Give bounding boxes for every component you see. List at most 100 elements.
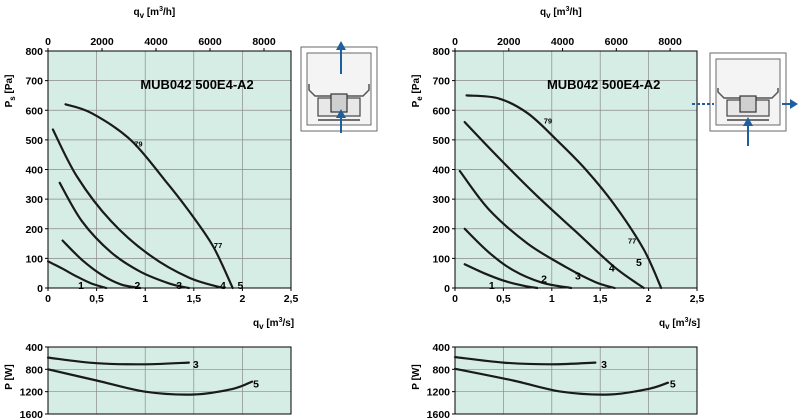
top-tick-label: 8000 (658, 36, 682, 48)
chart-title: MUB042 500E4-A2 (547, 77, 660, 92)
x-tick-label: 2,5 (284, 293, 299, 305)
fan-housing-inlet-outlet-icon (300, 41, 378, 133)
curve-annotation: 2 (541, 274, 547, 286)
fan-housing-side-outlet-icon (692, 52, 798, 146)
y-tick-label: 1600 (427, 409, 451, 420)
chart-1: 0 100 200 300 400 500 600 700 800 Ps [Pa] 0 0,5 1 1,5… (4, 6, 298, 331)
y-tick-label: 1600 (20, 409, 44, 420)
chart-2: 400 800 1200 1600 P [W] 3 5 (4, 342, 292, 420)
x-tick-label: 2 (646, 293, 652, 305)
y-tick-label: 800 (432, 364, 450, 376)
series-line-2 (463, 227, 573, 290)
top-tick-label: 2000 (90, 36, 114, 48)
y-axis-label: Ps [Pa] (4, 75, 17, 108)
y-tick-label: 300 (25, 194, 43, 206)
top-axis-label: qv [m3/h] (540, 6, 582, 20)
series-line-5 (465, 94, 663, 290)
curve-annotation: 4 (220, 280, 226, 292)
y-tick-label: 800 (25, 364, 43, 376)
y-axis-label: P [W] (4, 364, 15, 389)
curve-annotation: 5 (670, 378, 676, 390)
y-tick-label: 1200 (427, 387, 451, 399)
series-line-4 (463, 121, 645, 290)
y-tick-label: 600 (432, 105, 450, 117)
x-tick-label: 0 (452, 293, 458, 305)
curve-annotation: 3 (575, 271, 581, 283)
x-tick-label: 1 (142, 293, 148, 305)
x-tick-label: 1,5 (593, 293, 608, 305)
x-tick-label: 1 (549, 293, 555, 305)
series-line-4 (51, 128, 225, 290)
y-tick-label: 1200 (20, 387, 44, 399)
plot-frame (47, 346, 292, 415)
series-line-3 (46, 356, 190, 366)
top-tick-label: 8000 (252, 36, 276, 48)
curve-annotation: 5 (636, 257, 642, 269)
top-tick-label: 0 (452, 36, 458, 48)
top-tick-label: 4000 (144, 36, 168, 48)
curve-annotation: 77 (214, 241, 222, 250)
curve-annotation: 3 (176, 280, 182, 292)
y-tick-label: 0 (444, 283, 450, 295)
series-line-3 (458, 169, 616, 290)
series-line-2 (61, 239, 142, 290)
x-axis-label: qv [m3/s] (253, 317, 294, 331)
x-tick-label: 0,5 (496, 293, 511, 305)
airflow-arrow-icon (692, 99, 798, 109)
series-line-5 (64, 103, 234, 290)
chart-4: 400 800 1200 1600 P [W] 3 5 (411, 342, 698, 420)
y-tick-label: 300 (432, 194, 450, 206)
top-tick-label: 4000 (551, 36, 575, 48)
curve-annotation: 5 (253, 378, 259, 390)
series-line-1 (46, 260, 108, 290)
x-tick-label: 2 (239, 293, 245, 305)
y-tick-label: 500 (432, 135, 450, 147)
curve-annotation: 4 (609, 262, 615, 274)
airflow-arrow-icon (743, 117, 753, 146)
series-line-1 (463, 263, 539, 290)
top-tick-label: 2000 (497, 36, 521, 48)
curve-annotation: 1 (489, 280, 495, 292)
series-line-3 (58, 181, 190, 290)
curve-annotation: 5 (238, 280, 244, 292)
plot-area (48, 347, 291, 414)
series-line-5 (453, 367, 670, 396)
curve-annotation: 1 (78, 280, 84, 292)
top-tick-label: 6000 (605, 36, 629, 48)
y-tick-label: 700 (25, 76, 43, 88)
x-tick-label: 1,5 (186, 293, 201, 305)
curve-annotation: 79 (134, 139, 142, 148)
y-tick-label: 800 (25, 46, 43, 58)
x-tick-label: 0 (45, 293, 51, 305)
y-tick-label: 500 (25, 135, 43, 147)
y-tick-label: 700 (432, 76, 450, 88)
y-tick-label: 0 (37, 283, 43, 295)
x-axis-label: qv [m3/s] (659, 317, 700, 331)
top-tick-label: 6000 (198, 36, 222, 48)
top-axis-label: qv [m3/h] (134, 6, 176, 20)
series-line-3 (453, 356, 597, 366)
x-tick-label: 0,5 (89, 293, 104, 305)
curve-annotation: 2 (135, 280, 141, 292)
curve-annotation: 3 (193, 359, 199, 371)
curve-annotation: 3 (601, 359, 607, 371)
y-tick-label: 800 (432, 46, 450, 58)
chart-title: MUB042 500E4-A2 (140, 77, 253, 92)
y-tick-label: 200 (25, 224, 43, 236)
airflow-arrow-icon (336, 109, 346, 133)
y-tick-label: 400 (25, 342, 43, 354)
series-line-5 (46, 368, 254, 396)
x-tick-label: 2,5 (690, 293, 705, 305)
y-tick-label: 400 (432, 342, 450, 354)
plot-frame (454, 346, 698, 415)
y-tick-label: 200 (432, 224, 450, 236)
y-tick-label: 400 (432, 165, 450, 177)
airflow-arrow-icon (336, 41, 346, 74)
top-tick-label: 0 (45, 36, 51, 48)
y-tick-label: 600 (25, 105, 43, 117)
curve-annotation: 77 (628, 237, 636, 246)
y-axis-label: P [W] (411, 364, 422, 389)
